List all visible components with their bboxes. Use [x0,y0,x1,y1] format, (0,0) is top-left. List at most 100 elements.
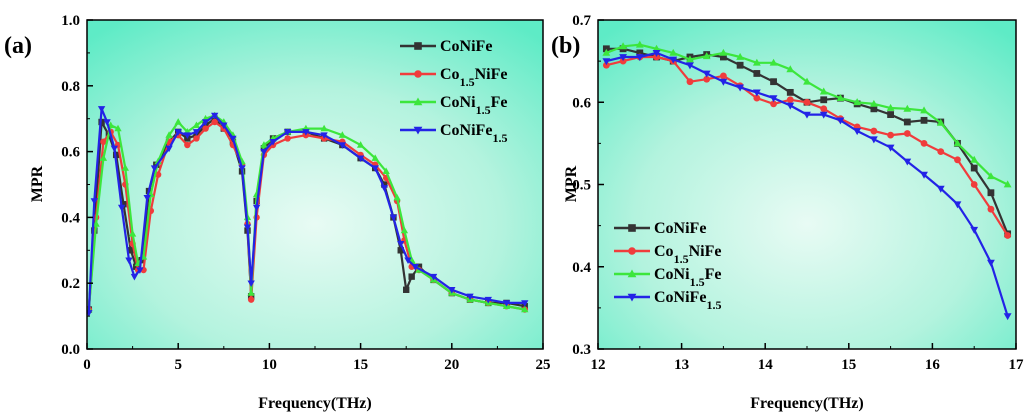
data-point [393,193,401,201]
data-point [397,241,405,248]
data-point [853,98,862,106]
legend-entry: CoNiFe [400,38,492,55]
data-point [635,54,644,62]
x-tick-label: 16 [925,357,941,373]
data-point [886,144,895,152]
x-tick-label: 0 [83,357,91,373]
data-point [686,78,694,86]
series-CoNiFe1-5 [87,106,529,317]
data-point [619,57,627,65]
data-point [803,77,811,85]
y-axis-title-a: MPR [29,165,46,202]
data-point [1004,232,1012,239]
data-point [247,280,255,288]
data-point [786,65,795,73]
data-point [887,131,894,139]
data-point [920,116,928,124]
legend-marker [627,269,637,278]
legend-label: CoNiFe1.5 [654,289,721,312]
data-point [870,105,878,113]
data-point [602,58,611,66]
x-tick-label: 15 [841,357,856,373]
y-tick-label: 0.4 [61,210,80,226]
data-point [753,70,761,77]
data-point [669,48,678,56]
data-point [174,129,182,136]
data-point [903,104,912,112]
data-point [769,58,778,66]
data-point [686,55,694,63]
data-point [184,141,191,149]
data-point [150,165,159,172]
x-tick-label: 20 [444,357,459,373]
data-point [1003,313,1012,321]
data-point [183,132,191,139]
data-point [127,247,134,254]
data-point [397,247,404,254]
data-point [97,106,106,113]
data-point [99,154,108,161]
chart-panel-a: 0 5 10 15 20 25 0.0 0.2 0.4 0.6 0.8 1.0 CoNiFe Co1.5… [4,13,551,412]
data-point [165,131,173,138]
data-point [389,214,398,222]
data-point [736,84,745,92]
data-point [619,42,627,50]
data-point [320,124,328,132]
data-point [887,111,894,118]
data-point [448,287,456,294]
data-point [970,181,978,188]
data-point [356,141,365,148]
data-point [820,96,828,104]
data-point [110,145,119,153]
data-point [953,139,962,147]
data-point [121,164,129,171]
data-point [702,52,711,60]
data-point [400,226,409,234]
legend-a: CoNiFe Co1.5NiFe CoNi1.5Fe CoNiFe1.5 [400,38,507,145]
data-point [770,78,777,86]
data-point [165,145,173,153]
data-point [853,128,862,136]
legend-marker [627,293,637,302]
legend-entry: CoNi1.5Fe [400,94,507,117]
data-point [260,141,268,148]
data-point [836,117,845,125]
data-point [803,111,811,119]
data-point [356,155,365,163]
data-point [211,118,218,126]
data-point [125,257,133,265]
data-point [970,164,978,172]
data-point [752,58,761,66]
data-point [92,220,100,227]
data-point [371,165,379,172]
data-point [380,185,388,192]
data-point [702,70,711,78]
data-point [769,95,778,103]
legend-entry: CoNi1.5Fe [614,266,721,289]
data-point [636,49,644,57]
data-point [686,62,694,70]
data-point [211,112,219,120]
chart-panel-b: 12 13 14 15 16 17 0.3 0.4 0.5 0.6 0.7 CoNiFe Co1.5N… [551,13,1024,412]
data-point [408,273,415,280]
data-point [753,94,761,102]
data-point [502,300,511,307]
data-point [90,198,98,205]
panel-label-b: (b) [551,33,580,59]
data-point [820,105,828,113]
legend-label: Co1.5NiFe [654,243,721,266]
data-point [371,154,379,161]
data-point [103,119,111,126]
y-tick-label: 0.8 [61,79,80,95]
data-point [937,148,945,156]
data-point [836,94,845,102]
data-point [720,53,727,61]
legend-label: CoNiFe [440,38,492,55]
data-point [987,172,995,180]
data-point [619,54,627,62]
data-point [521,305,529,313]
data-point [284,135,291,142]
data-point [1003,180,1012,188]
data-point [521,300,529,307]
